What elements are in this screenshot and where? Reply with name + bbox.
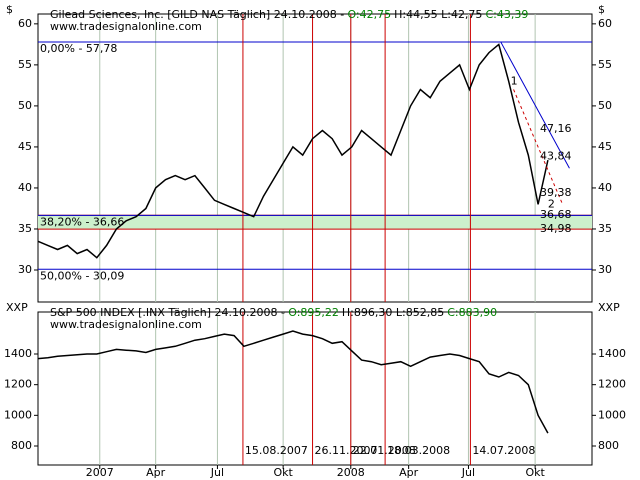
annotation: 36,68: [540, 208, 572, 221]
annotation: 2: [548, 197, 555, 210]
y-tick-label: 50: [18, 99, 32, 112]
x-tick-label: 2008: [337, 466, 365, 479]
y-axis-label: XXP: [6, 301, 28, 314]
y-tick-label: 30: [598, 263, 612, 276]
y-tick-label: 50: [598, 99, 612, 112]
y-tick-label: 60: [18, 17, 32, 30]
y-tick-label: 1000: [4, 408, 32, 421]
annotation: 39,38: [540, 186, 572, 199]
price-line: [37, 330, 549, 434]
y-tick-label: 45: [598, 140, 612, 153]
annotation: 43,84: [540, 149, 572, 162]
y-tick-label: 800: [11, 439, 32, 452]
y-tick-label: 1200: [4, 378, 32, 391]
panel-header: S&P 500 INDEX [.INX Täglich] 24.10.2008 …: [50, 306, 497, 319]
annotation: 1: [511, 74, 518, 87]
event-label: 14.07.2008: [472, 444, 535, 457]
y-tick-label: 30: [18, 263, 32, 276]
x-tick-label: 2007: [86, 466, 114, 479]
y-tick-label: 55: [598, 58, 612, 71]
y-axis-label: $: [598, 3, 605, 16]
y-tick-label: 1200: [598, 378, 626, 391]
y-tick-label: 1400: [4, 347, 32, 360]
plot-frame: [37, 13, 593, 303]
trend-line: [513, 89, 564, 205]
source-label: www.tradesignalonline.com: [50, 318, 202, 331]
trend-line: [500, 41, 570, 169]
header-part: H:896,30 L:852,85: [342, 306, 444, 319]
y-axis-label: $: [6, 3, 13, 16]
fib-label: 0,00% - 57,78: [40, 42, 117, 55]
y-tick-label: 35: [598, 222, 612, 235]
y-tick-label: 45: [18, 140, 32, 153]
y-tick-label: 60: [598, 17, 612, 30]
x-tick-label: Jul: [461, 466, 475, 479]
header-part: S&P 500 INDEX [.INX Täglich] 24.10.2008 …: [50, 306, 285, 319]
event-label: 26.11.2007: [315, 444, 378, 457]
y-tick-label: 35: [18, 222, 32, 235]
x-tick-label: Apr: [399, 466, 419, 479]
price-line: [37, 43, 549, 259]
event-label: 18.03.2008: [387, 444, 450, 457]
event-label: 22.01.2008: [353, 444, 416, 457]
panel-header: Gilead Sciences, Inc. [GILD NAS Täglich]…: [50, 8, 528, 21]
annotation: 47,16: [540, 122, 572, 135]
y-tick-label: 800: [598, 439, 619, 452]
header-part: H:44,55 L:42,75: [394, 8, 482, 21]
y-tick-label: 55: [18, 58, 32, 71]
y-tick-label: 40: [598, 181, 612, 194]
x-tick-label: Okt: [273, 466, 293, 479]
header-part: C:43,39: [485, 8, 528, 21]
y-tick-label: 40: [18, 181, 32, 194]
x-tick-label: Jul: [210, 466, 224, 479]
source-label: www.tradesignalonline.com: [50, 20, 202, 33]
x-tick-label: Apr: [146, 466, 166, 479]
header-part: O:895,22: [288, 306, 339, 319]
header-part: C:883,90: [447, 306, 497, 319]
fib-label: 38,20% - 36,66: [40, 215, 124, 228]
header-part: O:42,75: [347, 8, 391, 21]
y-tick-label: 1400: [598, 347, 626, 360]
annotation: 34,98: [540, 222, 572, 235]
fib-band: [38, 215, 592, 230]
fib-label: 50,00% - 30,09: [40, 269, 124, 282]
y-tick-label: 1000: [598, 408, 626, 421]
y-axis-label: XXP: [598, 301, 620, 314]
event-label: 15.08.2007: [245, 444, 308, 457]
plot-frame: [37, 311, 593, 466]
x-tick-label: Okt: [525, 466, 545, 479]
header-part: Gilead Sciences, Inc. [GILD NAS Täglich]…: [50, 8, 344, 21]
